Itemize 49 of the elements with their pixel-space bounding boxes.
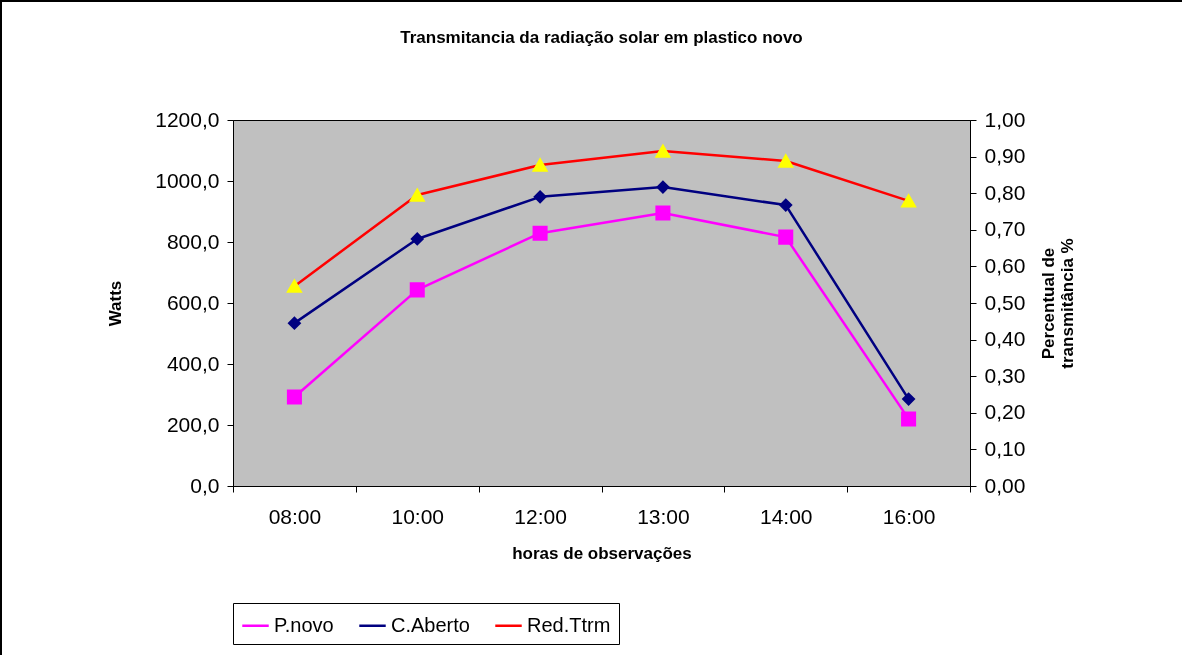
y2-tick-label: 0,60 (984, 253, 1026, 277)
y2-tick-label: 0,40 (984, 327, 1026, 351)
point (779, 198, 793, 212)
point (655, 144, 671, 158)
legend-label: P.novo (274, 613, 334, 636)
point (655, 205, 671, 221)
y2-tick-label: 0,80 (984, 180, 1026, 204)
x-tick-label: 12:00 (514, 504, 567, 528)
point (532, 225, 548, 241)
point (409, 188, 425, 202)
point (901, 411, 917, 427)
y2-tick-label: 0,70 (984, 217, 1026, 241)
point (286, 279, 302, 293)
point (778, 229, 794, 245)
x-tick-label: 14:00 (759, 504, 813, 528)
point (287, 316, 301, 330)
y-tick-label: 0,0 (190, 473, 220, 497)
point (532, 158, 548, 172)
y2-tick-label: 0,50 (984, 290, 1026, 314)
point (901, 194, 917, 208)
x-tick-label: 08:00 (268, 504, 322, 528)
y2-axis-title: Percentual de transmitância % (1039, 238, 1078, 369)
chart-title: Transmitancia da radiação solar em plastico novo (400, 28, 803, 47)
x-tick-label: 13:00 (637, 504, 690, 528)
point (778, 154, 794, 168)
y2-tick-label: 0,00 (984, 473, 1026, 497)
y2-tick-label: 0,20 (984, 400, 1026, 424)
y-tick-label: 800,0 (166, 229, 220, 253)
y-tick-label: 600,0 (166, 290, 220, 314)
y-tick-label: 1200,0 (155, 107, 220, 131)
legend-label: C.Aberto (391, 613, 470, 636)
y-axis-title: Watts (106, 280, 126, 327)
point (409, 282, 425, 298)
y2-tick-label: 0,90 (984, 144, 1026, 168)
point (286, 389, 302, 405)
y2-tick-label: 0,10 (984, 436, 1026, 460)
y2-tick-label: 1,00 (984, 107, 1026, 131)
point (533, 190, 547, 204)
x-tick-label: 16:00 (882, 504, 936, 528)
legend-label: Red.Ttrm (527, 613, 611, 636)
point (902, 392, 916, 406)
point (656, 180, 670, 194)
x-axis-title: horas de observações (512, 543, 692, 563)
y2-tick-label: 0,30 (984, 363, 1026, 387)
y-tick-label: 200,0 (166, 412, 220, 436)
point (410, 232, 424, 246)
y-tick-label: 1000,0 (155, 168, 220, 192)
x-tick-label: 10:00 (391, 504, 445, 528)
y-tick-label: 400,0 (166, 351, 220, 375)
